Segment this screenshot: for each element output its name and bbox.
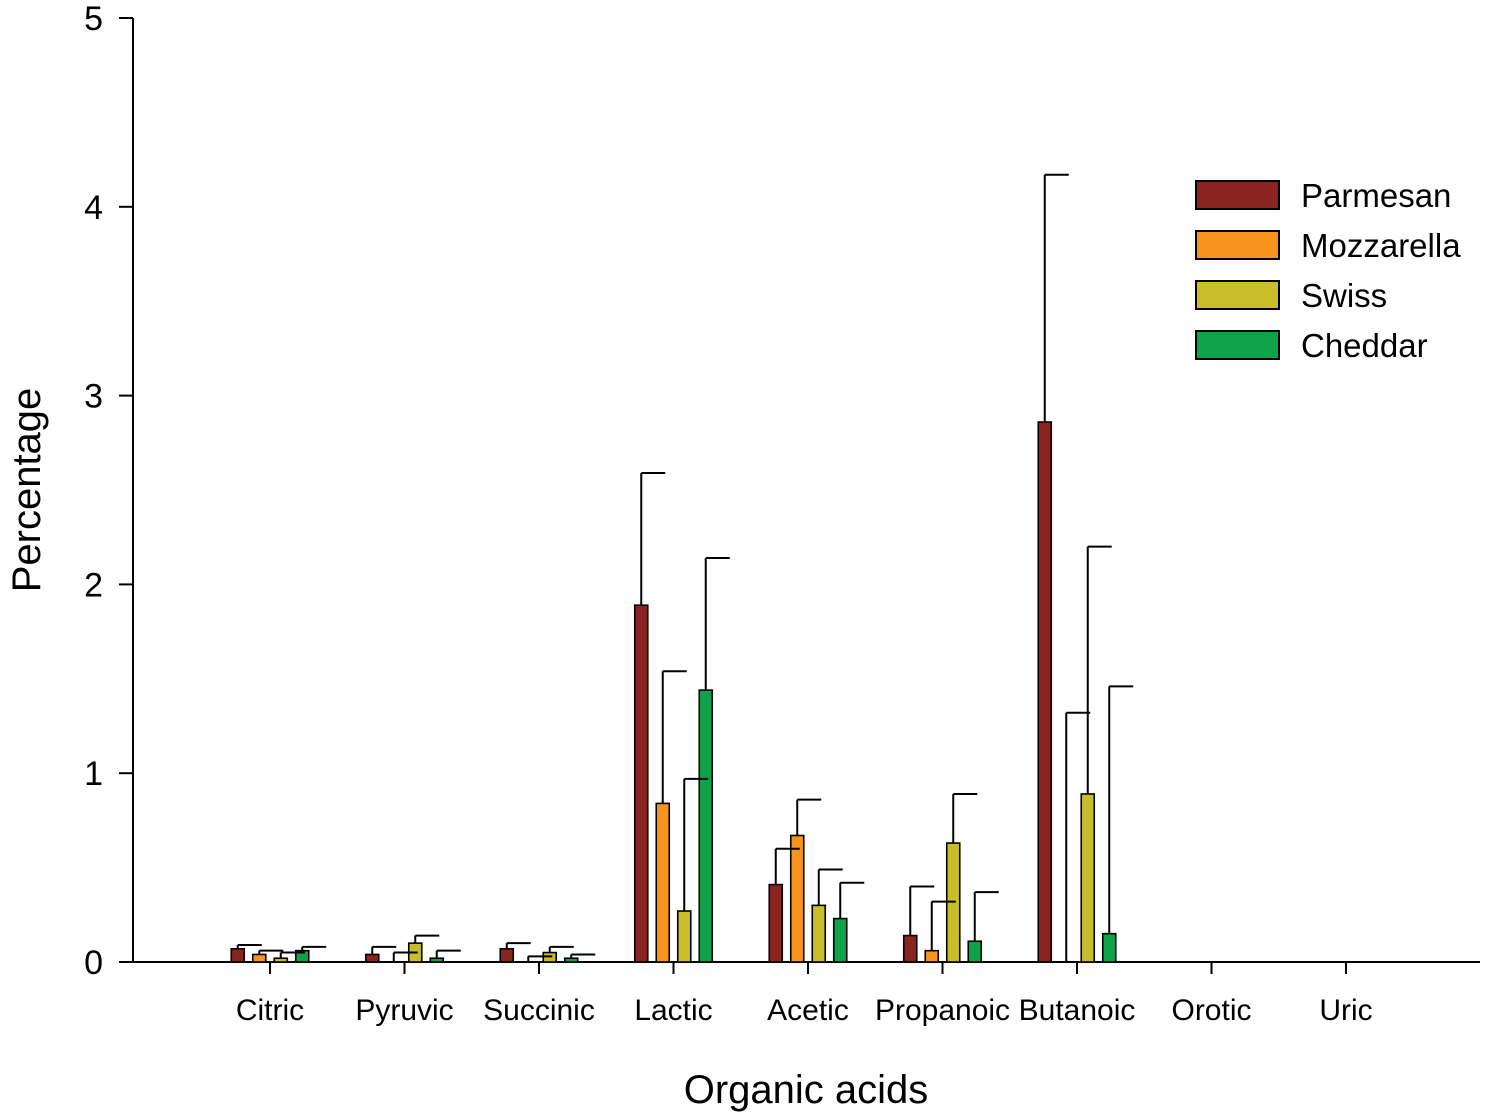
bar-parmesan-butanoic (1037, 421, 1053, 963)
x-tick-label-succinic: Succinic (483, 994, 595, 1027)
x-tick-label-lactic: Lactic (634, 994, 712, 1027)
x-tick-label-butanoic: Butanoic (1019, 994, 1136, 1027)
bar-cheddar-acetic (832, 917, 848, 963)
y-tick-label: 0 (84, 944, 103, 982)
legend-label-swiss: Swiss (1301, 277, 1387, 314)
x-tick-label-uric: Uric (1319, 994, 1372, 1027)
bar-cheddar-lactic (698, 689, 714, 963)
bar-parmesan-acetic (768, 883, 784, 963)
legend-swatch-swiss (1195, 280, 1280, 310)
bar-mozzarella-acetic (789, 834, 805, 963)
bars (230, 421, 1117, 963)
y-tick-label: 2 (84, 566, 103, 604)
bar-cheddar-pyruvic (429, 957, 445, 963)
bar-parmesan-citric (230, 947, 246, 963)
x-tick-label-orotic: Orotic (1171, 994, 1251, 1027)
legend-label-mozzarella: Mozzarella (1301, 227, 1461, 264)
x-axis-title: Organic acids (684, 1068, 929, 1112)
legend-swatch-cheddar (1195, 330, 1280, 360)
y-axis-title: Percentage (5, 388, 49, 593)
legend-label-cheddar: Cheddar (1301, 327, 1428, 364)
bar-parmesan-propanoic (902, 934, 918, 963)
bar-cheddar-propanoic (967, 940, 983, 963)
y-axis: 0 1 2 3 4 5 (84, 0, 134, 982)
bar-mozzarella-propanoic (924, 949, 940, 963)
y-tick-label: 5 (84, 0, 103, 38)
legend-swatch-mozzarella (1195, 230, 1280, 260)
error-bars (236, 173, 1134, 962)
bar-parmesan-pyruvic (364, 953, 380, 963)
x-tick-label-propanoic: Propanoic (875, 994, 1010, 1027)
bar-cheddar-succinic (563, 957, 579, 963)
y-tick-label: 4 (84, 189, 103, 227)
bar-swiss-butanoic (1080, 793, 1096, 963)
x-axis: Citric Pyruvic Succinic Lactic Acetic Propano… (133, 961, 1480, 1027)
y-tick-label: 1 (84, 755, 103, 793)
bar-mozzarella-lactic (655, 802, 671, 963)
x-tick-label-pyruvic: Pyruvic (355, 994, 453, 1027)
bar-parmesan-lactic (633, 604, 649, 963)
bar-swiss-acetic (811, 904, 827, 963)
bar-cheddar-butanoic (1101, 932, 1117, 963)
bar-swiss-lactic (676, 910, 692, 963)
legend-swatch-parmesan (1195, 180, 1280, 210)
x-tick-label-acetic: Acetic (767, 994, 849, 1027)
bar-parmesan-succinic (499, 947, 515, 963)
legend-label-parmesan: Parmesan (1301, 177, 1451, 214)
bar-swiss-citric (273, 957, 289, 963)
x-tick-label-citric: Citric (236, 994, 304, 1027)
bar-mozzarella-citric (251, 953, 267, 963)
legend: Parmesan Mozzarella Swiss Cheddar (1195, 177, 1461, 364)
y-tick-label: 3 (84, 378, 103, 416)
